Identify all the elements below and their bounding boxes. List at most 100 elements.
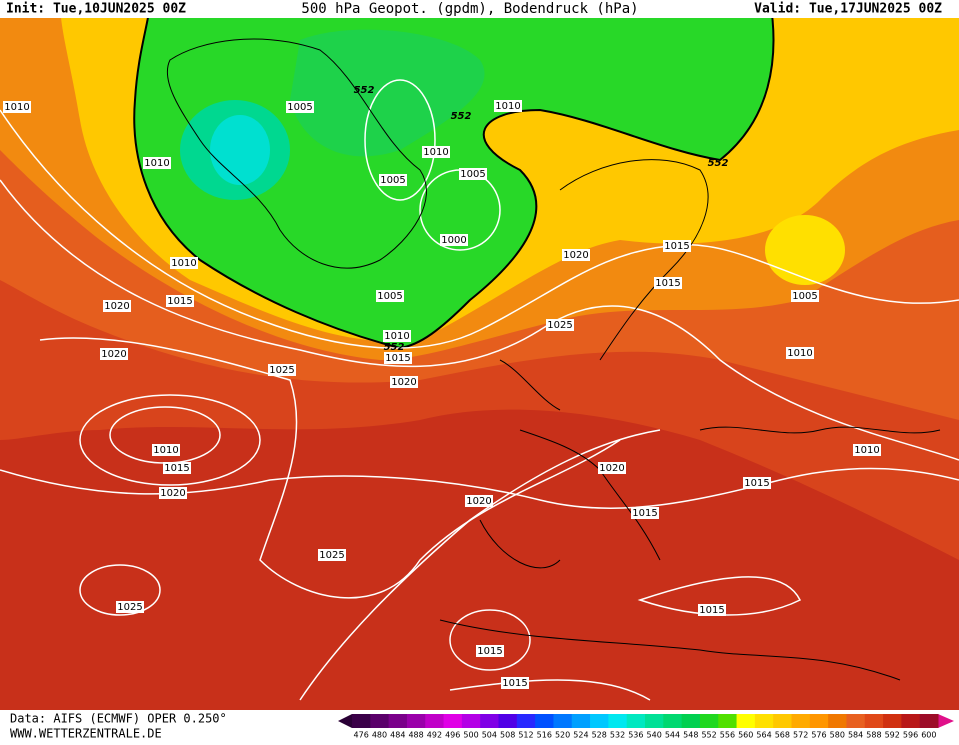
isobar-label-box xyxy=(379,174,407,186)
colorbar-label: 512 xyxy=(518,731,533,740)
colorbar-cell xyxy=(461,714,481,728)
colorbar-cell xyxy=(553,714,573,728)
isobar-labels: 1010 100555210105521010101010055521005100… xyxy=(3,85,881,689)
isobar-label: 1020 xyxy=(101,349,126,360)
isobar-label: 1025 xyxy=(117,602,142,613)
isobar-label-box xyxy=(376,290,404,302)
colorbar-cell xyxy=(516,714,536,728)
isobar-label: 1005 xyxy=(377,291,402,302)
isobar-label-box xyxy=(116,601,144,613)
isobar-label: 1015 xyxy=(385,353,410,364)
site-name: WWW.WETTERZENTRALE.DE xyxy=(10,727,162,741)
init-time: Init: Tue,10JUN2025 00Z xyxy=(6,2,186,17)
isobar-label-box xyxy=(459,168,487,180)
colorbar-cell xyxy=(791,714,811,728)
isobar-label-box xyxy=(143,157,171,169)
isobar-label-box xyxy=(159,487,187,499)
isobar-label: 1015 xyxy=(744,478,769,489)
isobar-label-box xyxy=(384,352,412,364)
colorbar-cell xyxy=(718,714,738,728)
isobar-label: 1025 xyxy=(269,365,294,376)
isobar-label: 1005 xyxy=(792,291,817,302)
colorbar-label: 476 xyxy=(354,731,369,740)
isobar-label-box xyxy=(743,477,771,489)
isobar-label-box xyxy=(631,507,659,519)
header-bar xyxy=(0,0,959,18)
isobar-label: 552 xyxy=(354,85,375,96)
colorbar-label: 564 xyxy=(756,731,771,740)
isobar-label-box xyxy=(476,645,504,657)
isobar-label: 1020 xyxy=(466,496,491,507)
isobar-label: 1005 xyxy=(460,169,485,180)
contour-552 xyxy=(133,0,775,350)
colorbar-cell xyxy=(626,714,646,728)
colorbar-cell xyxy=(883,714,902,728)
colorbar-cell xyxy=(608,714,628,728)
isobar-label: 1005 xyxy=(380,175,405,186)
isobar-label-box xyxy=(440,234,468,246)
isobar-label-box xyxy=(166,295,194,307)
isobar-label: 1015 xyxy=(502,678,527,689)
colorbar-label: 520 xyxy=(555,731,570,740)
colorbar-cell xyxy=(828,714,847,728)
isobar-label-box xyxy=(598,462,626,474)
colorbar-cell xyxy=(681,714,701,728)
colorbar-label: 572 xyxy=(793,731,808,740)
field-band xyxy=(765,215,845,285)
colorbar-arrow xyxy=(938,714,954,728)
isobar-label: 1025 xyxy=(319,550,344,561)
isobar-label-box xyxy=(663,240,691,252)
isobar-label-box xyxy=(853,444,881,456)
isobar-label-box xyxy=(546,319,574,331)
colorbar-cell xyxy=(425,714,445,728)
isobar-label: 1020 xyxy=(563,250,588,261)
colorbar-cell xyxy=(809,714,829,728)
colorbar-cell xyxy=(773,714,792,728)
isobar-label-box xyxy=(562,249,590,261)
isobar-label: 1015 xyxy=(699,605,724,616)
isobar-label: 1015 xyxy=(167,296,192,307)
isobar-label: 1010 xyxy=(854,445,879,456)
colorbar-label: 576 xyxy=(811,731,826,740)
colorbar-cell xyxy=(901,714,921,728)
colorbar-label: 596 xyxy=(903,731,918,740)
data-source: Data: AIFS (ECMWF) OPER 0.250° xyxy=(10,712,227,726)
map-field xyxy=(0,0,959,710)
isobar-label-box xyxy=(286,101,314,113)
isobar-label: 552 xyxy=(451,111,472,122)
colorbar-cell xyxy=(645,714,664,728)
field-band xyxy=(210,115,270,185)
isobar-label: 1005 xyxy=(287,102,312,113)
colorbar-label: 532 xyxy=(610,731,625,740)
isobar-label-box xyxy=(163,462,191,474)
isobar-label-box xyxy=(791,290,819,302)
isobar-label: 1020 xyxy=(104,301,129,312)
isobar-label-box xyxy=(100,348,128,360)
isobar-label: 1010 xyxy=(787,348,812,359)
colorbar-label: 544 xyxy=(665,731,680,740)
isobar-label-box xyxy=(268,364,296,376)
coastlines xyxy=(166,38,941,681)
colorbar-label: 592 xyxy=(885,731,900,740)
isobar-label: 1015 xyxy=(655,278,680,289)
colorbar-cell xyxy=(535,714,554,728)
isobar-label: 552 xyxy=(708,158,729,169)
isobar-label: 552 xyxy=(384,342,405,353)
colorbar-cell xyxy=(736,714,756,728)
isobar-label: 1015 xyxy=(632,508,657,519)
colorbar-label: 548 xyxy=(683,731,698,740)
colorbar-cell xyxy=(388,714,408,728)
colorbar-cell xyxy=(352,714,371,728)
isobar-label-box xyxy=(494,100,522,112)
colorbar-arrow xyxy=(338,714,352,728)
isobar-label: 1020 xyxy=(160,488,185,499)
isobar-label: 1015 xyxy=(164,463,189,474)
colorbar-label: 508 xyxy=(500,731,515,740)
colorbar-label: 568 xyxy=(775,731,790,740)
isobar-label-box xyxy=(501,677,529,689)
isobar-label: 1000 xyxy=(441,235,466,246)
colorbar-label: 536 xyxy=(628,731,643,740)
field-band xyxy=(290,29,485,157)
valid-time: Valid: Tue,17JUN2025 00Z xyxy=(754,2,942,17)
